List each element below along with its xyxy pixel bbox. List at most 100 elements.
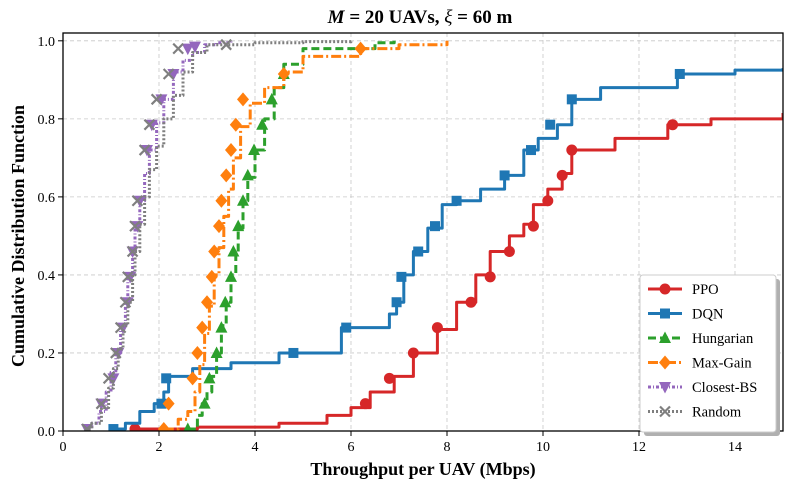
marker-dqn [566, 94, 577, 105]
marker-random [122, 271, 134, 283]
marker-hungarian [256, 118, 269, 130]
marker-ppo [431, 322, 443, 334]
y-tick-label: 0.8 [38, 113, 56, 128]
legend-marker [659, 283, 671, 295]
marker-dqn [108, 424, 119, 431]
title-end: = 60 m [452, 7, 512, 28]
marker-dqn [451, 195, 462, 206]
marker-ppo [129, 423, 141, 431]
marker-random [143, 118, 156, 131]
x-tick-label: 4 [252, 440, 259, 455]
marker-random [119, 296, 132, 309]
marker-hungarian [210, 346, 223, 358]
legend-label: Hungarian [692, 331, 754, 347]
legend-label: Max-Gain [692, 356, 752, 372]
y-tick-label: 0.2 [38, 347, 56, 362]
marker-dqn [545, 119, 556, 130]
series-layer [81, 38, 783, 431]
x-tick-label: 2 [156, 440, 163, 455]
marker-hungarian [265, 92, 278, 105]
marker-max-gain [186, 371, 199, 386]
y-tick-label: 0.6 [38, 191, 56, 206]
title-mid: = 20 UAVs, [345, 7, 445, 28]
marker-max-gain [205, 269, 218, 284]
title-var-xi: ξ [444, 7, 453, 28]
legend-marker [659, 382, 671, 394]
series-max-gain [157, 40, 449, 431]
marker-random [110, 347, 122, 359]
marker-random [172, 42, 184, 55]
marker-max-gain [162, 396, 175, 411]
x-axis-label: Throughput per UAV (Mbps) [310, 459, 535, 480]
marker-ppo [566, 144, 578, 156]
marker-ppo [527, 220, 539, 232]
x-tick-label: 10 [536, 440, 550, 455]
marker-max-gain [201, 295, 213, 310]
marker-random [220, 38, 232, 51]
marker-dqn [499, 170, 510, 181]
marker-max-gain [277, 66, 290, 81]
legend: PPO DQN Hungarian Max-Gain Closest-BS Random [639, 274, 780, 436]
marker-dqn [288, 347, 299, 358]
series-line-hungarian [187, 40, 396, 431]
plot-frame [62, 32, 784, 432]
marker-random [126, 245, 139, 258]
marker-random [150, 93, 163, 106]
series-line-random [84, 40, 353, 431]
marker-ppo [359, 398, 371, 410]
marker-closest-bs [189, 41, 201, 54]
marker-max-gain [215, 193, 228, 208]
marker-dqn [391, 297, 402, 308]
chart-title: M = 20 UAVs, ξ = 60 m [327, 7, 513, 28]
series-dqn [108, 68, 783, 431]
legend-marker [660, 308, 670, 319]
marker-max-gain [208, 244, 221, 259]
marker-hungarian [241, 168, 254, 181]
legend-label: DQN [692, 307, 724, 323]
marker-ppo [503, 246, 515, 258]
marker-ppo [465, 296, 477, 308]
marker-hungarian [183, 422, 193, 431]
legend-entry-hungarian: Hungarian [648, 331, 754, 347]
marker-max-gain [213, 219, 225, 234]
marker-max-gain [229, 117, 242, 132]
legend-label: PPO [692, 282, 719, 298]
marker-max-gain [225, 143, 237, 158]
marker-random [114, 321, 127, 334]
legend-entry-dqn: DQN [648, 307, 724, 323]
marker-max-gain [220, 168, 233, 183]
marker-dqn [526, 145, 536, 156]
series-line-max-gain [163, 40, 449, 431]
marker-max-gain [191, 345, 204, 360]
marker-ppo [407, 347, 419, 359]
marker-hungarian [225, 270, 237, 282]
marker-ppo [484, 271, 496, 283]
marker-dqn [396, 271, 407, 282]
marker-hungarian [219, 295, 232, 308]
legend-entry-closest-bs: Closest-BS [648, 380, 757, 396]
x-tick-label: 14 [728, 440, 742, 455]
x-tick-label: 12 [632, 440, 646, 455]
marker-hungarian [248, 143, 261, 156]
marker-random [81, 423, 93, 431]
marker-random [102, 372, 115, 385]
x-tick-label: 0 [60, 440, 67, 455]
marker-max-gain [237, 92, 249, 107]
marker-ppo [667, 119, 679, 131]
marker-hungarian [203, 371, 216, 384]
x-tick-label: 8 [444, 440, 451, 455]
marker-ppo [542, 195, 554, 207]
legend-entry-ppo: PPO [648, 282, 719, 298]
legend-marker [659, 331, 671, 343]
marker-dqn [674, 68, 685, 79]
legend-marker [659, 355, 671, 370]
marker-closest-bs [181, 43, 194, 56]
marker-dqn [156, 398, 167, 409]
marker-hungarian [198, 397, 211, 409]
legend-label: Closest-BS [692, 380, 757, 396]
marker-dqn [161, 373, 172, 384]
marker-random [95, 397, 108, 410]
marker-max-gain [354, 41, 367, 56]
